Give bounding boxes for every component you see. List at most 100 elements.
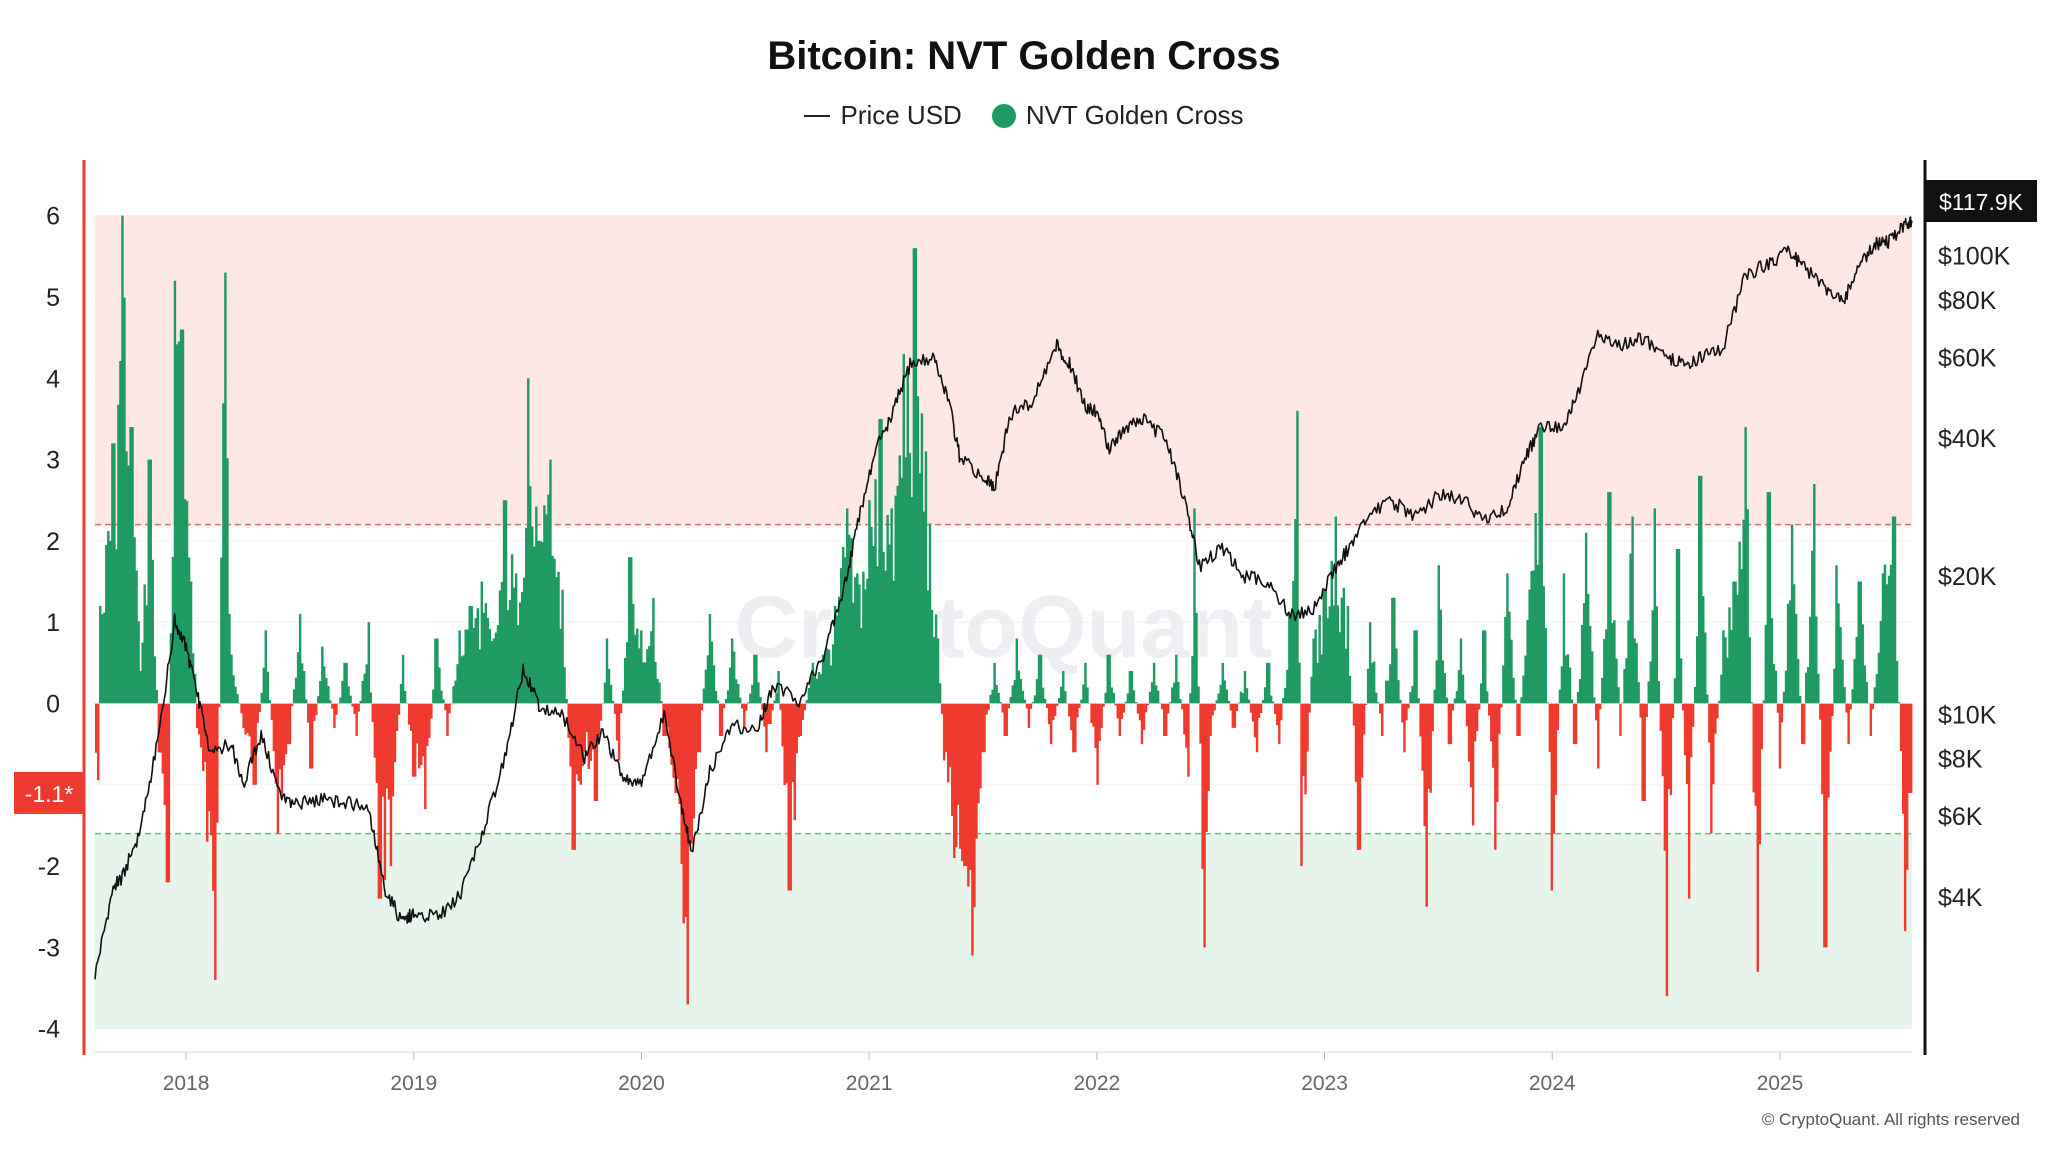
nvt-bar — [1756, 703, 1759, 972]
nvt-bar — [1895, 660, 1899, 704]
nvt-bar — [1750, 702, 1753, 704]
nvt-bar — [1471, 703, 1475, 826]
nvt-bar — [191, 653, 195, 704]
nvt-bar — [195, 703, 199, 728]
nvt-bar — [1005, 703, 1008, 737]
nvt-bar — [1352, 703, 1356, 726]
nvt-bar — [1698, 475, 1701, 704]
nvt-bar — [741, 703, 744, 709]
nvt-bar — [1263, 687, 1267, 704]
nvt-bar — [1843, 687, 1846, 704]
nvt-bar — [1433, 689, 1436, 704]
nvt-bar — [149, 459, 152, 704]
nvt-bar — [446, 703, 449, 737]
nvt-bar — [652, 597, 655, 704]
x-tick-label: 2022 — [1073, 1072, 1120, 1095]
nvt-bar — [1484, 630, 1487, 704]
nvt-bar — [1807, 667, 1810, 704]
nvt-bar — [107, 531, 110, 704]
nvt-bar — [1863, 665, 1866, 704]
legend-item-price[interactable]: Price USD — [804, 100, 962, 131]
nvt-bar — [1312, 638, 1315, 704]
nvt-bar — [656, 678, 659, 704]
left-tick-label: 3 — [46, 447, 60, 475]
nvt-bar — [1332, 605, 1335, 704]
nvt-bar — [700, 703, 704, 711]
nvt-bar — [688, 703, 691, 846]
nvt-bar — [456, 664, 459, 704]
nvt-bar — [274, 703, 278, 784]
nvt-bar — [1623, 669, 1626, 704]
nvt-bar — [1431, 703, 1434, 732]
nvt-bar — [965, 703, 968, 867]
right-tick-label: $8K — [1938, 746, 1983, 774]
nvt-bar — [995, 685, 998, 704]
legend-item-nvt[interactable]: NVT Golden Cross — [991, 100, 1244, 131]
nvt-bar — [97, 703, 100, 781]
nvt-bar — [1885, 584, 1889, 704]
nvt-bar — [728, 667, 732, 704]
nvt-bar — [991, 689, 994, 704]
nvt-bar — [615, 703, 619, 741]
nvt-bar — [1655, 606, 1659, 704]
nvt-bar — [1663, 703, 1667, 851]
nvt-bar — [1784, 670, 1788, 704]
nvt-bar — [1039, 654, 1043, 704]
nvt-bar — [1364, 703, 1368, 705]
nvt-bar — [1374, 692, 1378, 704]
nvt-bar — [823, 654, 827, 704]
nvt-bar — [632, 603, 635, 704]
nvt-bar — [1823, 703, 1826, 948]
nvt-bar — [623, 657, 627, 704]
nvt-bar — [1395, 648, 1398, 704]
nvt-bar — [418, 703, 421, 769]
nvt-bar — [541, 542, 544, 704]
current-price-marker — [1925, 180, 2037, 222]
nvt-bar — [710, 641, 714, 704]
nvt-bar — [1639, 703, 1642, 718]
nvt-bar — [127, 465, 130, 704]
nvt-bar — [1340, 597, 1344, 704]
nvt-bar — [765, 703, 768, 753]
nvt-bar — [1607, 492, 1610, 704]
nvt-bar — [692, 703, 696, 819]
nvt-bar — [914, 248, 918, 704]
nvt-bar — [428, 703, 431, 738]
nvt-bar — [161, 703, 165, 774]
nvt-bar — [187, 557, 191, 704]
nvt-bar — [668, 703, 671, 749]
nvt-bar — [1463, 700, 1467, 704]
nvt-bar — [258, 703, 261, 712]
nvt-bar — [1302, 703, 1305, 776]
nvt-bar — [1021, 690, 1025, 704]
nvt-bar — [185, 500, 189, 704]
nvt-bar — [1558, 689, 1562, 704]
nvt-bar — [236, 694, 239, 704]
nvt-bar — [593, 703, 597, 802]
nvt-bar — [1510, 639, 1513, 704]
nvt-bar — [1693, 687, 1697, 704]
nvt-bar — [311, 703, 314, 769]
nvt-bar — [432, 689, 435, 704]
nvt-bar — [720, 703, 724, 737]
nvt-bar — [309, 703, 312, 769]
nvt-bar — [1802, 703, 1806, 745]
nvt-bar — [260, 692, 263, 704]
nvt-bar — [672, 703, 675, 778]
nvt-bar — [1379, 703, 1382, 714]
nvt-bar — [605, 638, 609, 704]
nvt-bar — [411, 703, 415, 777]
nvt-bar — [1685, 703, 1689, 785]
nvt-bar — [1611, 623, 1614, 704]
nvt-bar — [1401, 703, 1404, 723]
nvt-bar — [934, 614, 938, 704]
nvt-bar — [1532, 570, 1535, 704]
nvt-bar — [1298, 662, 1301, 704]
nvt-bar — [1029, 703, 1033, 709]
nvt-bar — [1001, 703, 1004, 713]
nvt-bar — [805, 700, 809, 704]
nvt-bar — [1185, 703, 1188, 748]
nvt-bar — [1560, 666, 1564, 704]
nvt-bar — [1076, 703, 1079, 718]
